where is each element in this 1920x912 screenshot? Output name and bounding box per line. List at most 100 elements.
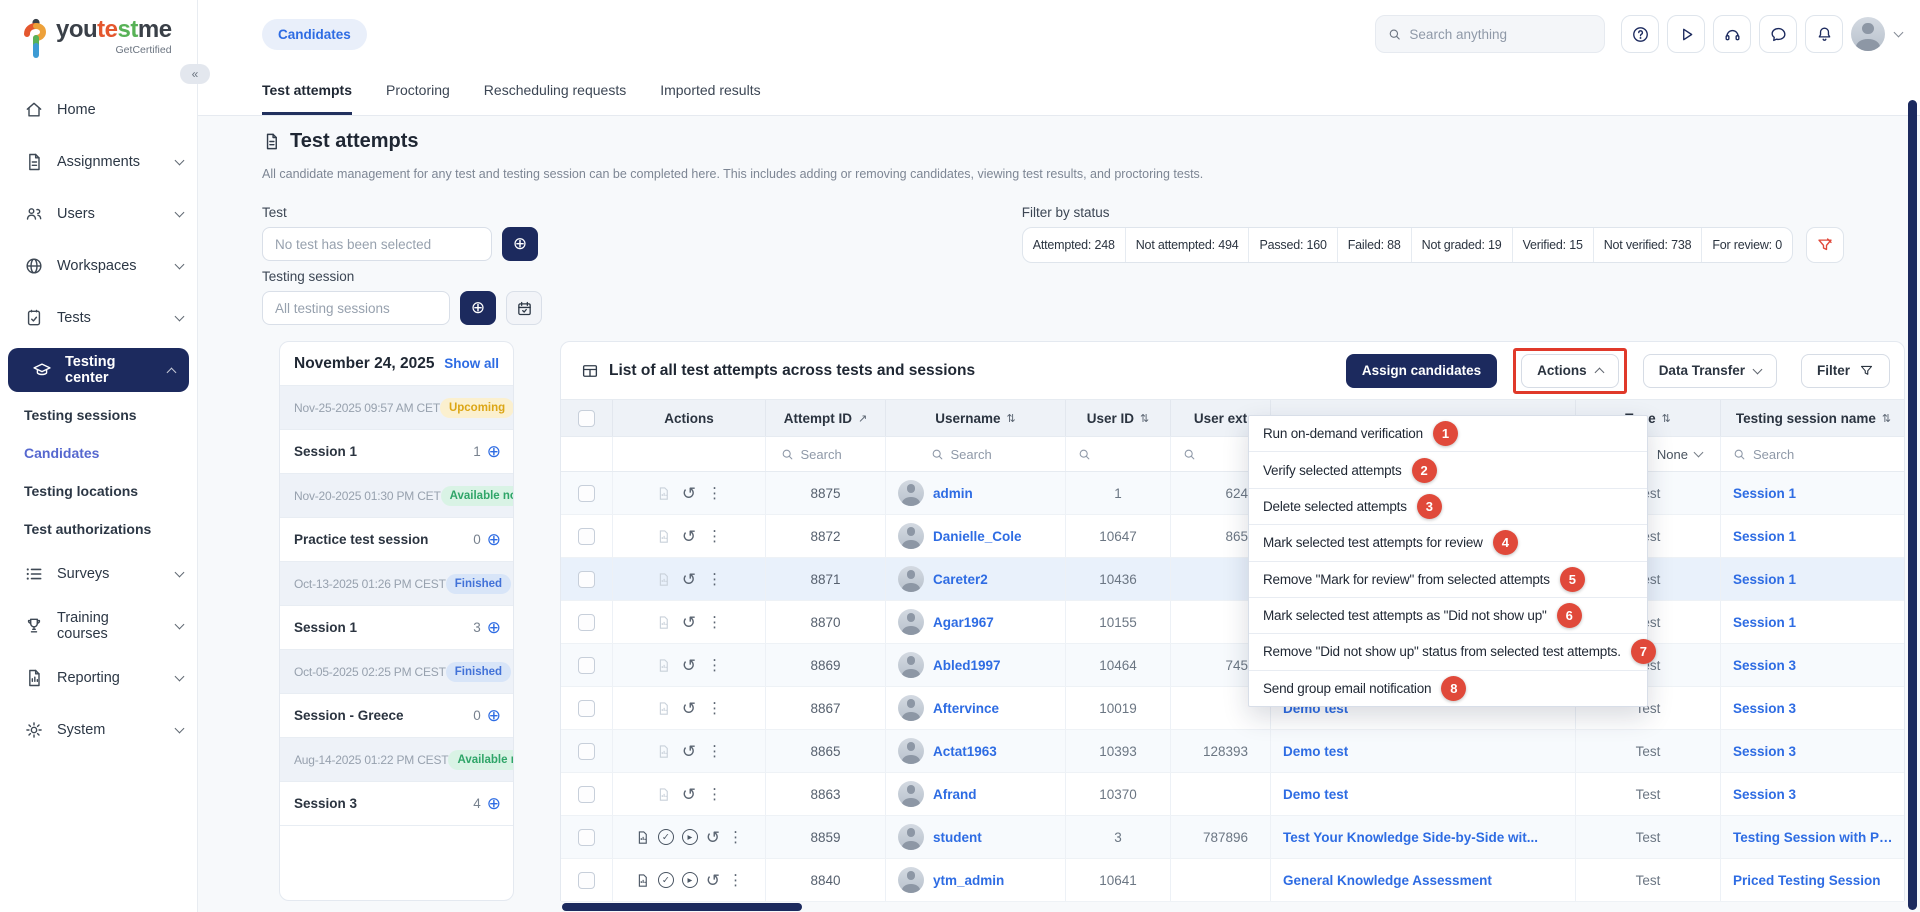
sidebar-item-users[interactable]: Users	[0, 188, 197, 240]
chip-attempted[interactable]: Attempted: 248	[1023, 228, 1126, 262]
add-candidate-icon[interactable]: ⊕	[487, 531, 501, 548]
help-button[interactable]	[1621, 15, 1659, 53]
horizontal-scrollbar[interactable]	[562, 903, 802, 911]
col-actions[interactable]: Actions	[613, 400, 766, 436]
row-checkbox[interactable]	[578, 829, 595, 846]
username-link[interactable]: Afrand	[933, 787, 977, 802]
search-input[interactable]	[1409, 27, 1592, 42]
chip-for-review[interactable]: For review: 0	[1702, 228, 1792, 262]
username-search[interactable]	[951, 447, 1021, 462]
test-name-link[interactable]: Test Your Knowledge Side-by-Side wit...	[1283, 830, 1538, 845]
add-session-button[interactable]: ⊕	[460, 291, 496, 325]
session-name-search[interactable]	[1753, 447, 1823, 462]
session-row[interactable]: Session 3 4 ⊕	[280, 782, 513, 826]
add-test-button[interactable]: ⊕	[502, 227, 538, 261]
sidebar-item-surveys[interactable]: Surveys	[0, 548, 197, 600]
report-icon[interactable]	[635, 830, 650, 845]
col-user-id[interactable]: User ID⇅	[1066, 400, 1171, 436]
username-link[interactable]: Abled1997	[933, 658, 1001, 673]
sidebar-item-assignments[interactable]: Assignments	[0, 136, 197, 188]
menu-item-mark-for-review[interactable]: Mark selected test attempts for review4	[1249, 525, 1647, 561]
sidebar-subitem-testing-locations[interactable]: Testing locations	[0, 472, 197, 510]
sidebar-subitem-test-authorizations[interactable]: Test authorizations	[0, 510, 197, 548]
test-name-link[interactable]: Demo test	[1283, 787, 1348, 802]
row-checkbox[interactable]	[578, 700, 595, 717]
sidebar-subitem-candidates[interactable]: Candidates	[0, 434, 197, 472]
sidebar-item-tests[interactable]: Tests	[0, 292, 197, 344]
notifications-button[interactable]	[1805, 15, 1843, 53]
chip-passed[interactable]: Passed: 160	[1249, 228, 1337, 262]
more-actions-icon[interactable]: ⋮	[728, 828, 743, 846]
username-link[interactable]: ytm_admin	[933, 873, 1004, 888]
vertical-scrollbar[interactable]	[1908, 100, 1917, 910]
select-all-checkbox[interactable]	[578, 410, 595, 427]
more-actions-icon[interactable]: ⋮	[707, 785, 722, 803]
session-link[interactable]: Testing Session with Pr...	[1733, 830, 1894, 845]
global-search[interactable]	[1375, 15, 1605, 53]
data-transfer-button[interactable]: Data Transfer	[1643, 354, 1777, 388]
session-row[interactable]: Session 1 3 ⊕	[280, 606, 513, 650]
username-link[interactable]: Danielle_Cole	[933, 529, 1022, 544]
retake-icon[interactable]: ↺	[706, 872, 720, 889]
session-link[interactable]: Session 1	[1733, 615, 1796, 630]
sidebar-item-home[interactable]: Home	[0, 84, 197, 136]
col-username[interactable]: Username⇅	[886, 400, 1066, 436]
sidebar-item-system[interactable]: System	[0, 704, 197, 756]
sidebar-item-testing-center[interactable]: Testing center	[8, 348, 189, 392]
test-name-link[interactable]: General Knowledge Assessment	[1283, 873, 1492, 888]
chip-failed[interactable]: Failed: 88	[1338, 228, 1412, 262]
retake-icon[interactable]: ↺	[706, 829, 720, 846]
session-link[interactable]: Session 1	[1733, 572, 1796, 587]
actions-button[interactable]: Actions	[1521, 354, 1619, 388]
retake-icon[interactable]: ↺	[682, 786, 696, 803]
session-row[interactable]: Practice test session 0 ⊕	[280, 518, 513, 562]
session-link[interactable]: Session 3	[1733, 658, 1796, 673]
sidebar-subitem-testing-sessions[interactable]: Testing sessions	[0, 396, 197, 434]
username-link[interactable]: student	[933, 830, 982, 845]
username-link[interactable]: Actat1963	[933, 744, 997, 759]
menu-item-mark-did-not-show-up[interactable]: Mark selected test attempts as "Did not …	[1249, 598, 1647, 634]
resume-attempt-icon[interactable]: ▸	[682, 872, 698, 888]
resume-attempt-icon[interactable]: ▸	[682, 829, 698, 845]
tab-proctoring[interactable]: Proctoring	[386, 68, 450, 115]
test-select-input[interactable]	[262, 227, 492, 261]
filter-button[interactable]: Filter	[1801, 354, 1890, 388]
username-link[interactable]: admin	[933, 486, 973, 501]
session-row[interactable]: Session 1 1 ⊕	[280, 430, 513, 474]
add-candidate-icon[interactable]: ⊕	[487, 443, 501, 460]
test-name-link[interactable]: Demo test	[1283, 744, 1348, 759]
report-icon[interactable]	[635, 873, 650, 888]
menu-item-run-verification[interactable]: Run on-demand verification1	[1249, 416, 1647, 452]
session-select-input[interactable]	[262, 291, 450, 325]
row-checkbox[interactable]	[578, 571, 595, 588]
sidebar-collapse-button[interactable]: «	[180, 64, 210, 84]
retake-icon[interactable]: ↺	[682, 743, 696, 760]
tab-test-attempts[interactable]: Test attempts	[262, 68, 352, 115]
username-link[interactable]: Careter2	[933, 572, 988, 587]
more-actions-icon[interactable]: ⋮	[707, 527, 722, 545]
row-checkbox[interactable]	[578, 485, 595, 502]
menu-item-delete-attempts[interactable]: Delete selected attempts3	[1249, 489, 1647, 525]
row-checkbox[interactable]	[578, 528, 595, 545]
session-link[interactable]: Session 3	[1733, 701, 1796, 716]
chip-verified[interactable]: Verified: 15	[1513, 228, 1594, 262]
session-link[interactable]: Session 3	[1733, 744, 1796, 759]
user-avatar[interactable]	[1851, 17, 1885, 51]
more-actions-icon[interactable]: ⋮	[707, 613, 722, 631]
menu-item-remove-mark-for-review[interactable]: Remove "Mark for review" from selected a…	[1249, 562, 1647, 598]
add-candidate-icon[interactable]: ⊕	[487, 707, 501, 724]
verify-attempt-icon[interactable]: ✓	[658, 829, 674, 845]
assign-candidates-button[interactable]: Assign candidates	[1346, 354, 1497, 388]
tutorials-button[interactable]	[1667, 15, 1705, 53]
more-actions-icon[interactable]: ⋮	[707, 656, 722, 674]
menu-item-verify-attempts[interactable]: Verify selected attempts2	[1249, 452, 1647, 488]
chat-button[interactable]	[1759, 15, 1797, 53]
profile-chevron-down-icon[interactable]	[1894, 28, 1904, 38]
sidebar-item-reporting[interactable]: Reporting	[0, 652, 197, 704]
more-actions-icon[interactable]: ⋮	[707, 699, 722, 717]
row-checkbox[interactable]	[578, 657, 595, 674]
breadcrumb[interactable]: Candidates	[262, 19, 367, 50]
username-link[interactable]: Aftervince	[933, 701, 999, 716]
more-actions-icon[interactable]: ⋮	[707, 484, 722, 502]
retake-icon[interactable]: ↺	[682, 700, 696, 717]
